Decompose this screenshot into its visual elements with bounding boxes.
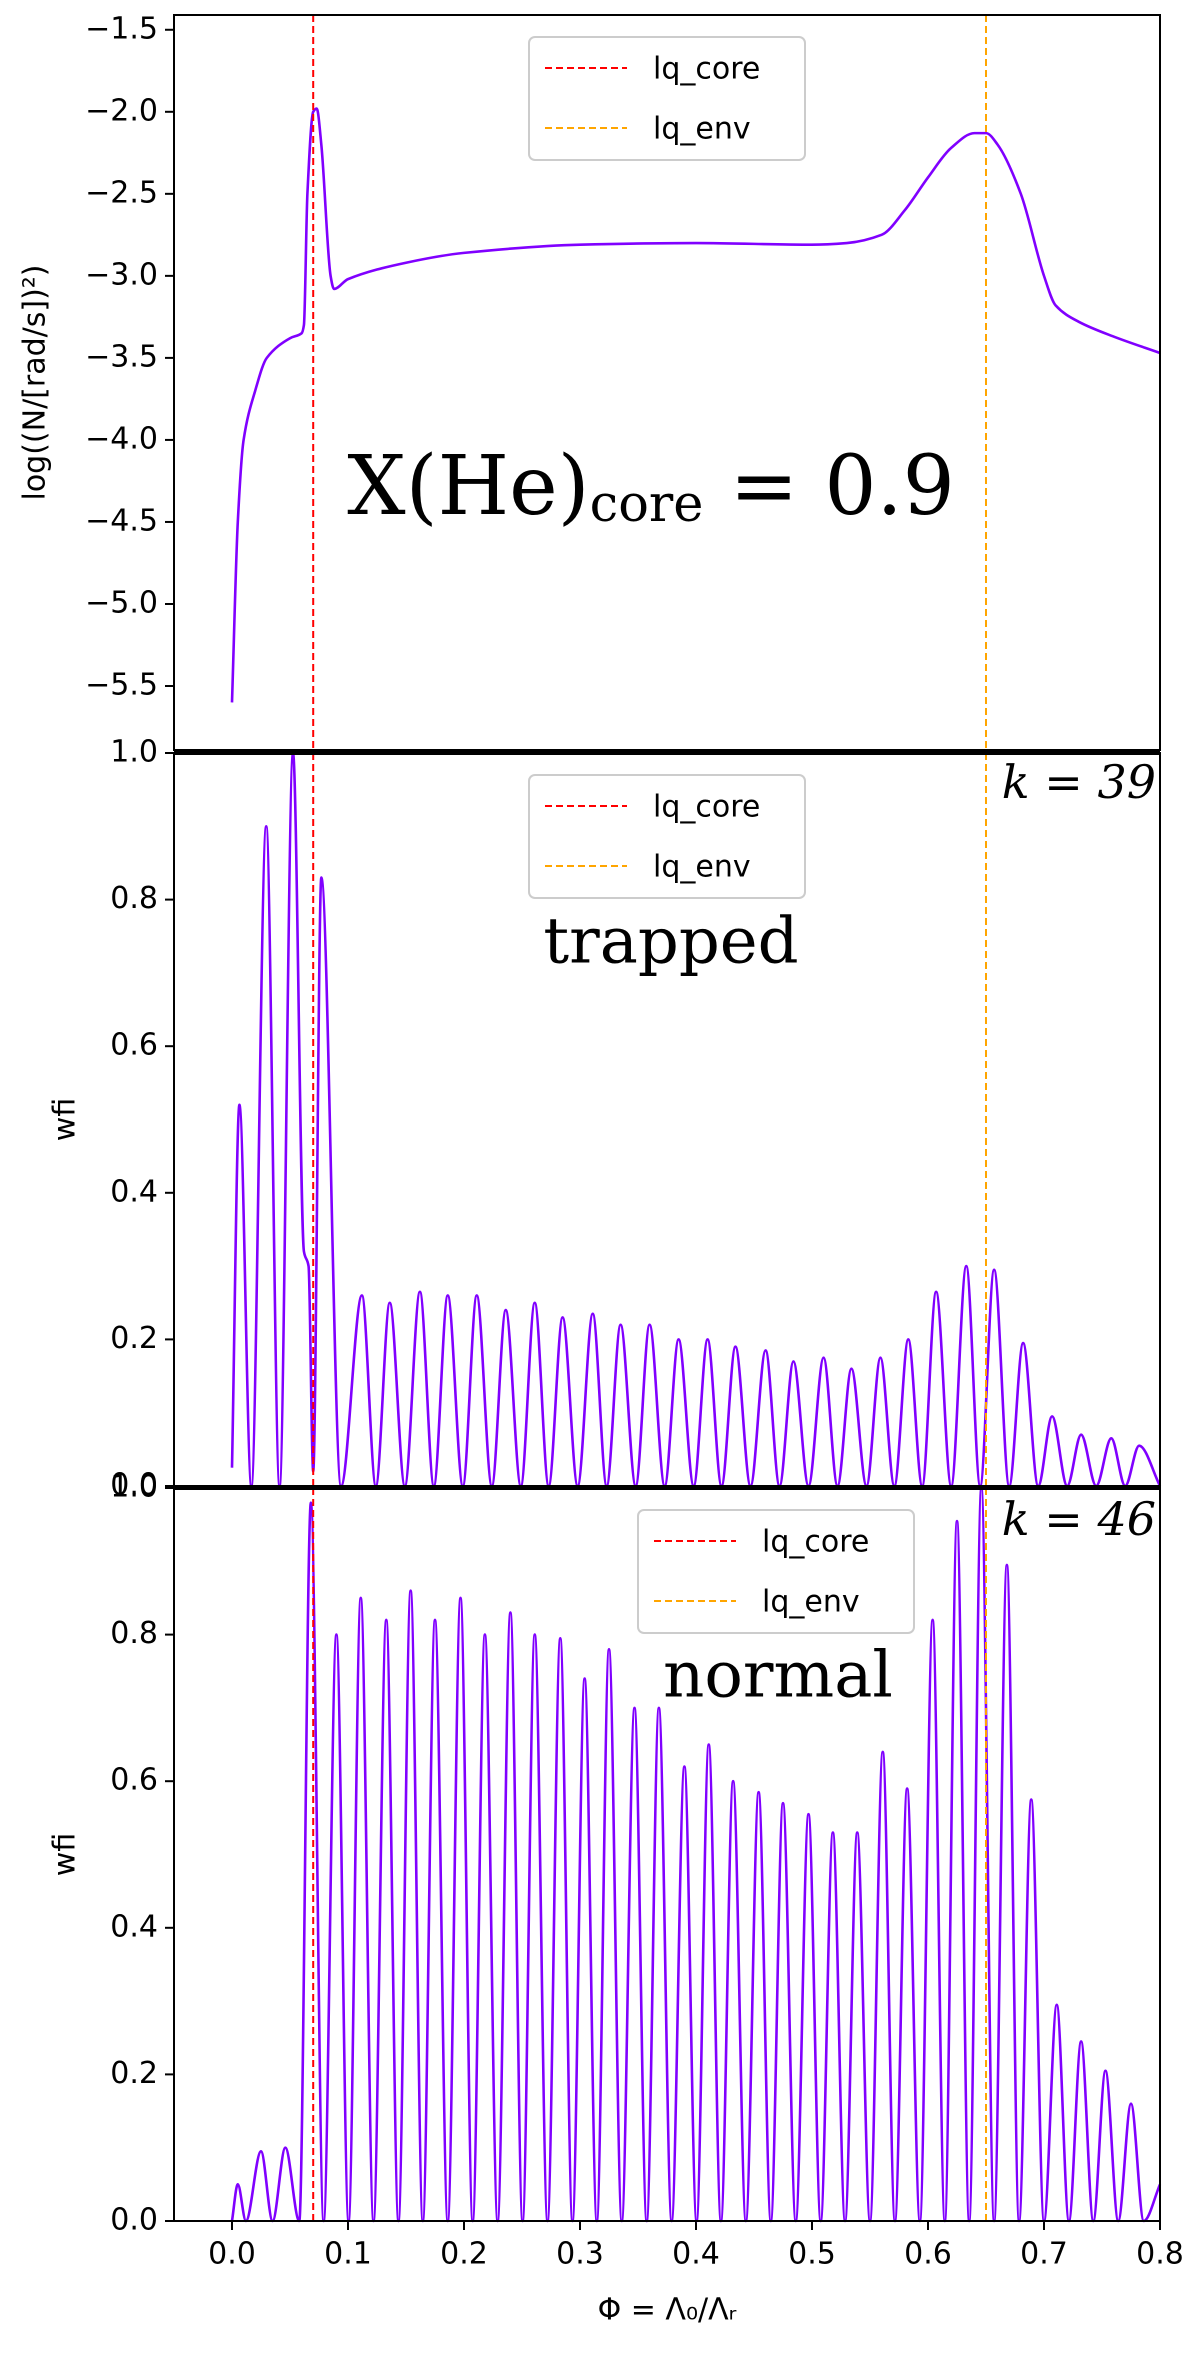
- y-tick-label: 1.0: [110, 1470, 158, 1505]
- legend: lq_core lq_env: [528, 36, 806, 161]
- x-tick-label: 0.1: [324, 2237, 372, 2272]
- legend-box: [637, 1509, 915, 1634]
- y-tick-label: −2.0: [85, 93, 158, 128]
- x-tick-label: 0.0: [208, 2237, 256, 2272]
- legend-label: lq_core: [653, 790, 760, 825]
- x-tick-label: 0.2: [440, 2237, 488, 2272]
- y-axis-label: log((N/[rad/s])²): [18, 264, 53, 500]
- legend-label: lq_env: [653, 850, 751, 885]
- y-tick-label: −3.5: [85, 339, 158, 374]
- annotation: k = 39: [1002, 755, 1156, 809]
- legend-label: lq_env: [653, 112, 751, 147]
- x-tick-label: 0.6: [904, 2237, 952, 2272]
- y-tick-label: −1.5: [85, 11, 158, 46]
- annotation-part: = 0.9: [704, 439, 955, 534]
- x-tick-label: 0.5: [788, 2237, 836, 2272]
- y-tick-label: −5.5: [85, 668, 158, 703]
- y-axis-label: wfi: [48, 1833, 83, 1876]
- panel: 0.00.20.40.60.81.00.0 0.1 0.2 0.3 0.4 0.5 0.6 0…: [48, 1470, 1184, 2328]
- annotation: normal: [663, 1639, 893, 1713]
- annotation: trapped: [543, 905, 798, 979]
- x-tick-label: 0.4: [672, 2237, 720, 2272]
- legend-label: lq_core: [762, 1525, 869, 1560]
- y-tick-label: 0.8: [110, 1616, 158, 1651]
- y-tick-label: 0.0: [110, 2203, 158, 2238]
- y-tick-label: −3.0: [85, 257, 158, 292]
- annotation-part: X(He): [347, 439, 589, 534]
- y-tick-label: −5.0: [85, 585, 158, 620]
- y-tick-label: 0.2: [110, 2056, 158, 2091]
- y-tick-label: 0.2: [110, 1321, 158, 1356]
- y-tick-label: 0.0: [110, 1468, 158, 1503]
- y-tick-label: 0.4: [110, 1909, 158, 1944]
- x-tick-label: 0.3: [556, 2237, 604, 2272]
- y-tick-label: 0.8: [110, 881, 158, 916]
- panel: −5.5 −5.0 −4.5 −4.0 −3.5 −3.0 −2.5 −2.0 −1.5 lq_c…: [18, 11, 1161, 751]
- axes-frame: [173, 14, 1161, 751]
- y-tick-label: 0.4: [110, 1174, 158, 1209]
- x-axis-label: Φ = Λ₀/Λᵣ: [598, 2293, 737, 2328]
- y-tick-label: 1.0: [110, 735, 158, 770]
- y-tick-label: 0.6: [110, 1763, 158, 1798]
- y-tick-label: −4.5: [85, 503, 158, 538]
- legend-box: [528, 774, 806, 899]
- x-tick-label: 0.8: [1136, 2237, 1184, 2272]
- curve: [230, 107, 1161, 703]
- y-tick-label: −2.5: [85, 175, 158, 210]
- y-axis-label: wfi: [48, 1098, 83, 1141]
- y-tick-label: −4.0: [85, 421, 158, 456]
- annotation-part: core: [590, 475, 704, 534]
- legend-label: lq_env: [762, 1585, 860, 1620]
- x-tick-label: 0.7: [1020, 2237, 1068, 2272]
- y-tick-label: 0.6: [110, 1028, 158, 1063]
- curve: [230, 751, 1162, 1488]
- annotation: X(He)core = 0.9: [347, 439, 955, 535]
- legend-label: lq_core: [653, 52, 760, 87]
- legend: lq_core lq_env: [528, 774, 806, 899]
- annotation: k = 46: [1002, 1492, 1156, 1546]
- legend-box: [528, 36, 806, 161]
- legend: lq_core lq_env: [637, 1509, 915, 1634]
